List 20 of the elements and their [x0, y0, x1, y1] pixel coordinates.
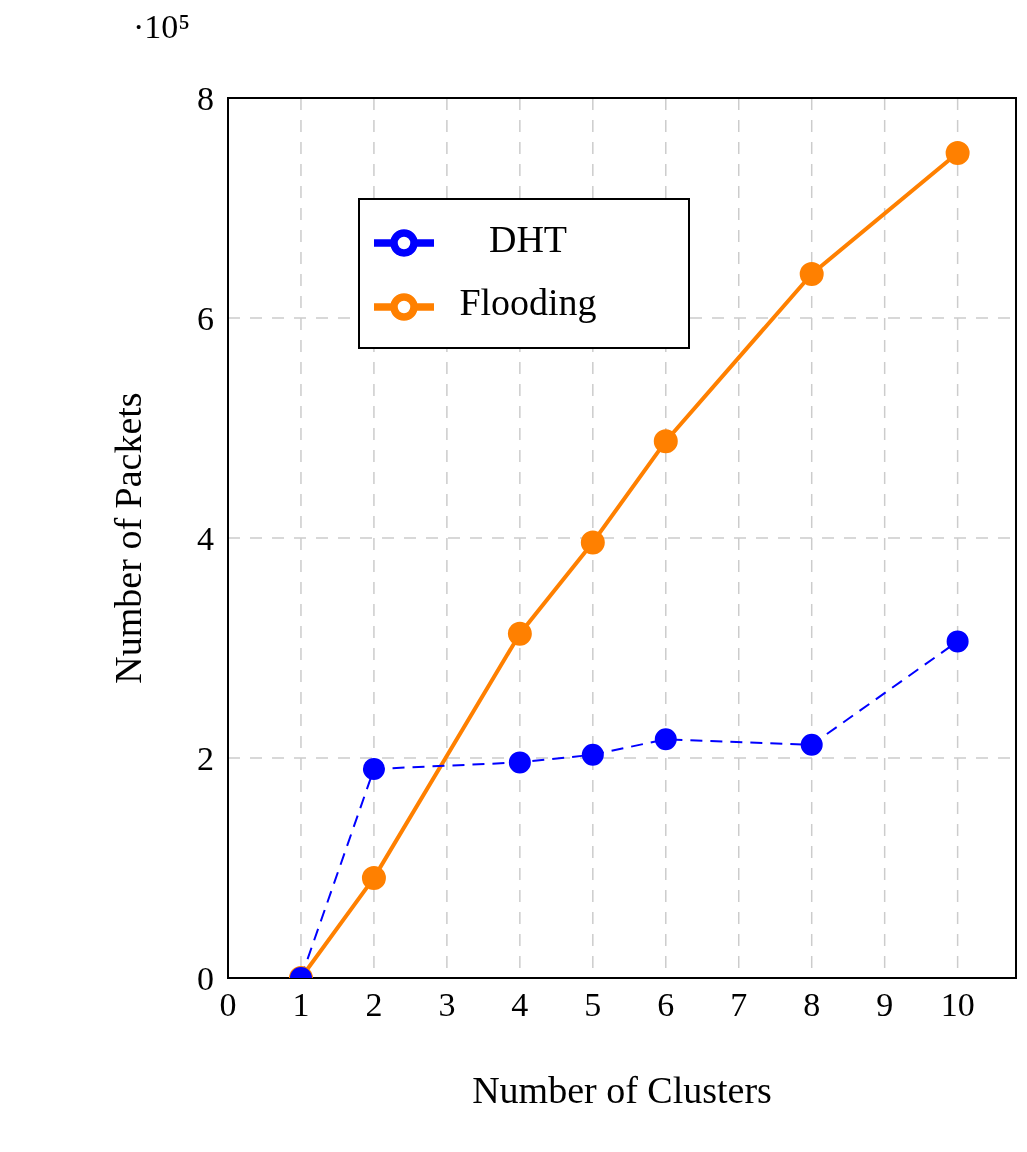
- x-tick-label: 6: [657, 986, 675, 1024]
- x-axis-title: Number of Clusters: [472, 1069, 772, 1111]
- x-tick-label: 7: [730, 986, 748, 1024]
- x-tick-label: 10: [940, 986, 975, 1024]
- text: ·10⁵: [133, 8, 191, 46]
- legend-label: Flooding: [458, 280, 598, 326]
- y-tick-label: 2: [197, 740, 214, 778]
- x-tick-label: 1: [292, 986, 310, 1024]
- x-tick-label: 4: [511, 986, 529, 1024]
- x-tick-label: 8: [803, 986, 821, 1024]
- y-tick-label: 4: [197, 520, 214, 558]
- y-tick-label: 6: [197, 300, 214, 338]
- y-axis-title: Number of Packets: [107, 392, 150, 684]
- x-tick-label: 2: [365, 986, 383, 1024]
- legend-label: DHT: [487, 217, 569, 262]
- x-tick-label: 5: [584, 986, 602, 1024]
- y-tick-label: 8: [197, 80, 214, 118]
- x-tick-label: 9: [876, 986, 894, 1024]
- x-tick-label: 3: [438, 986, 456, 1024]
- y-tick-label: 0: [197, 960, 214, 998]
